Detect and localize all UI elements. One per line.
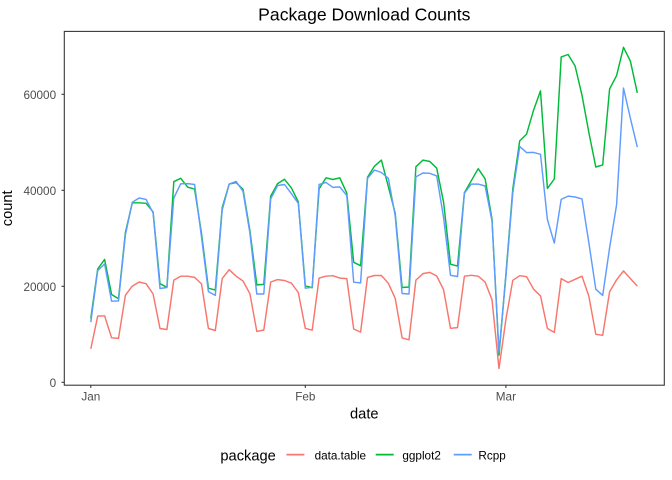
svg-text:40000: 40000	[24, 185, 57, 198]
svg-text:20000: 20000	[24, 281, 57, 294]
svg-text:data.table: data.table	[315, 450, 366, 463]
svg-text:Mar: Mar	[496, 390, 516, 403]
svg-text:Package Download Counts: Package Download Counts	[258, 4, 470, 24]
svg-text:60000: 60000	[24, 89, 57, 102]
svg-text:Jan: Jan	[81, 390, 100, 403]
svg-text:Rcpp: Rcpp	[478, 450, 506, 463]
svg-text:package: package	[220, 449, 275, 465]
svg-text:ggplot2: ggplot2	[402, 450, 440, 463]
svg-text:Feb: Feb	[295, 390, 316, 403]
svg-text:count: count	[0, 190, 16, 226]
svg-text:0: 0	[50, 377, 57, 390]
svg-text:date: date	[350, 406, 379, 422]
